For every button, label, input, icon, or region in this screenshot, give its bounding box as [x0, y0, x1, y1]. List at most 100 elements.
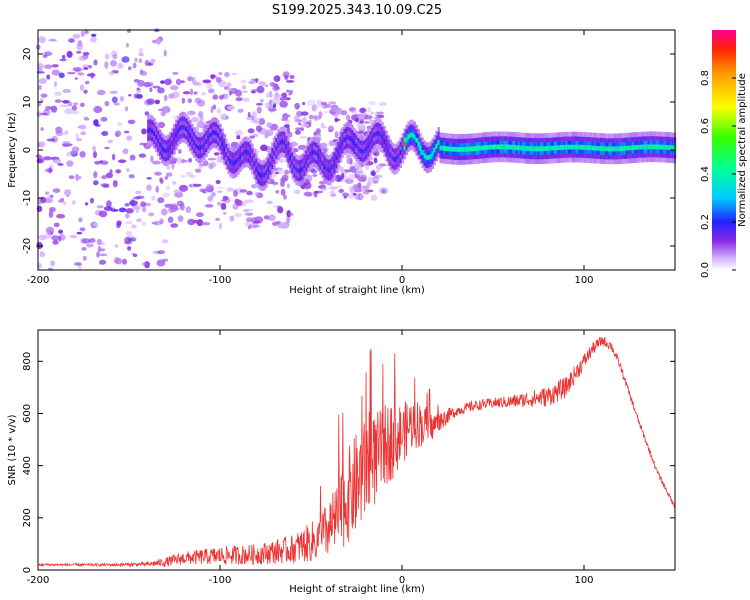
spectrogram-cell	[172, 115, 179, 120]
spectrogram-ridge-cell	[307, 154, 310, 160]
spectrogram-cell	[136, 218, 142, 223]
spectrogram-cell	[354, 194, 361, 201]
spectrogram-cell	[138, 58, 143, 63]
spectrogram-cell	[168, 93, 175, 99]
spectrogram-cell	[54, 81, 57, 87]
snr-x-label: Height of straight line (km)	[289, 584, 425, 595]
spectrogram-cell	[293, 189, 301, 195]
spectrogram-cell	[39, 251, 45, 258]
spectrogram-cell	[312, 173, 318, 177]
spectrogram-ridge-cell	[641, 144, 645, 150]
spectrogram-cell	[366, 107, 372, 113]
snr-x-tick-label: 100	[574, 575, 593, 586]
spectrogram-cell	[331, 106, 340, 113]
spectrogram-cell	[141, 221, 146, 226]
spectrogram-cell	[192, 219, 200, 224]
spectrogram-ridge-cell	[343, 137, 346, 142]
spectrogram-ridge-cell	[607, 146, 611, 152]
spectrogram-cell	[76, 50, 82, 54]
spectrogram-cell	[234, 130, 244, 136]
spectrogram-ridge-cell	[225, 152, 228, 157]
spectrogram-cell	[354, 117, 360, 123]
spectrogram-ridge-cell	[161, 145, 164, 151]
spectrogram-ridge-cell	[285, 144, 288, 150]
spectrogram-cell	[217, 108, 221, 114]
spectrogram-ridge-cell	[483, 145, 486, 151]
spectrogram-cell	[85, 80, 90, 85]
spectrogram-cell	[143, 81, 152, 88]
spectrogram-cell	[344, 169, 352, 173]
spectrogram-cell	[218, 222, 222, 230]
spectrogram-cell	[216, 190, 223, 193]
spectrogram-cell	[275, 91, 279, 98]
spectrogram-cell	[51, 69, 60, 76]
spectrogram-cell	[122, 148, 129, 155]
spectrogram-ridge-cell	[323, 164, 326, 169]
spectrogram-ridge-cell	[275, 146, 278, 151]
spectrogram-ridge-cell	[359, 148, 362, 154]
spectrogram-ridge-cell	[203, 142, 206, 147]
spectrogram-ridge-cell	[445, 146, 448, 151]
spectrogram-ridge-cell	[205, 139, 208, 144]
spectrogram-cell	[146, 177, 152, 180]
spectrogram-cell	[63, 201, 66, 206]
spectrogram-cell	[133, 93, 140, 99]
spectrogram-ridge-cell	[165, 148, 168, 154]
spectrogram-ridge-cell	[259, 172, 262, 178]
spectrogram-ridge-cell	[229, 159, 232, 164]
spectrogram-cell	[101, 131, 109, 136]
spectrogram-cell	[325, 103, 332, 108]
spectrogram-ridge-cell	[507, 144, 510, 150]
spectrogram-cell	[217, 201, 222, 206]
spectrogram-cell	[295, 127, 303, 130]
spectrogram-cell	[53, 222, 60, 228]
spectrogram-cell	[44, 64, 53, 69]
spectrogram-cell	[114, 244, 119, 248]
spectrogram-y-tick-label: 0	[22, 147, 33, 153]
spectrogram-cell	[219, 95, 224, 100]
spectrogram-cell	[235, 89, 243, 97]
spectrogram-ridge-cell	[243, 149, 246, 155]
spectrogram-cell	[124, 130, 130, 134]
spectrogram-ridge-cell	[357, 146, 360, 151]
spectrogram-cell	[368, 101, 377, 105]
spectrogram-cell	[201, 222, 211, 226]
spectrogram-cell	[94, 160, 101, 165]
spectrogram-ridge-cell	[411, 132, 414, 138]
spectrogram-cell	[50, 105, 58, 113]
spectrogram-ridge-cell	[429, 154, 432, 159]
spectrogram-cell	[162, 239, 169, 244]
spectrogram-ridge-cell	[525, 146, 528, 151]
spectrogram-cell	[215, 76, 222, 83]
spectrogram-cell	[161, 258, 169, 262]
spectrogram-cell	[366, 181, 371, 188]
spectrogram-cell	[175, 157, 183, 164]
spectrogram-cell	[142, 206, 147, 213]
spectrogram-ridge-cell	[421, 150, 424, 155]
spectrogram-cell	[220, 113, 227, 121]
spectrogram-cell	[345, 178, 354, 184]
spectrogram-cell	[338, 188, 345, 193]
spectrogram-cell	[301, 116, 307, 125]
colorbar-tick-label: 0.8	[700, 70, 711, 86]
spectrogram-ridge-cell	[283, 140, 286, 145]
spectrogram-cell	[66, 50, 73, 58]
spectrogram-ridge-cell	[567, 144, 570, 150]
spectrogram-cell	[234, 213, 243, 218]
spectrogram-cell	[132, 253, 138, 257]
spectrogram-ridge-cell	[395, 156, 398, 161]
spectrogram-cell	[58, 229, 63, 234]
spectrogram-cell	[201, 92, 207, 96]
spectrogram-ridge-cell	[419, 146, 422, 151]
spectrogram-ridge-cell	[459, 147, 462, 152]
spectrogram-ridge-cell	[601, 146, 605, 151]
spectrogram-ridge-cell	[189, 133, 192, 138]
spectrogram-cell	[330, 193, 337, 197]
spectrogram-cell	[40, 93, 48, 98]
spectrogram-cell	[71, 105, 78, 111]
spectrogram-cell	[255, 125, 262, 132]
spectrogram-ridge-cell	[327, 167, 330, 173]
